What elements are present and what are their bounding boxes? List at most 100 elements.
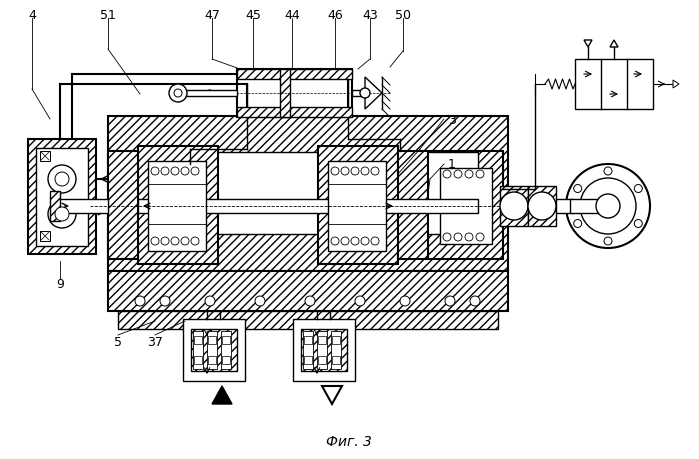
Circle shape [169, 85, 187, 103]
Text: Фиг. 3: Фиг. 3 [326, 434, 372, 448]
Polygon shape [673, 81, 679, 89]
Circle shape [174, 90, 182, 98]
Bar [352, 91, 367, 97]
Circle shape [341, 237, 349, 246]
Bar [58, 200, 108, 213]
Circle shape [465, 171, 473, 179]
Polygon shape [212, 386, 232, 404]
Bar [28, 140, 96, 254]
Bar [440, 168, 492, 245]
Circle shape [360, 89, 370, 99]
Polygon shape [365, 78, 382, 110]
Bar [222, 356, 230, 364]
Bar [36, 149, 88, 246]
Bar [118, 311, 498, 329]
Circle shape [255, 297, 265, 306]
Circle shape [48, 201, 76, 229]
Circle shape [454, 234, 462, 241]
Bar [398, 151, 428, 259]
Bar [237, 70, 352, 80]
Text: 9: 9 [56, 278, 64, 291]
Text: 45: 45 [245, 8, 261, 22]
Text: 1: 1 [448, 158, 456, 171]
Bar [207, 331, 217, 369]
Circle shape [351, 168, 359, 176]
Bar [332, 356, 340, 364]
Circle shape [171, 237, 179, 246]
Circle shape [634, 185, 642, 193]
Circle shape [331, 237, 339, 246]
Text: 37: 37 [147, 335, 163, 348]
Circle shape [580, 179, 636, 235]
Bar [428, 151, 503, 259]
Bar [221, 331, 231, 369]
Text: 44: 44 [284, 8, 300, 22]
Circle shape [55, 207, 69, 222]
Circle shape [443, 171, 451, 179]
Bar [138, 153, 478, 235]
Circle shape [500, 193, 528, 220]
Bar [318, 336, 326, 344]
Bar [293, 319, 355, 381]
Circle shape [355, 297, 365, 306]
Bar [194, 336, 202, 344]
Bar [193, 331, 203, 369]
Circle shape [465, 234, 473, 241]
Circle shape [191, 237, 199, 246]
Circle shape [361, 237, 369, 246]
Text: 51: 51 [100, 8, 116, 22]
Circle shape [476, 234, 484, 241]
Circle shape [634, 220, 642, 228]
Bar [50, 191, 60, 222]
Bar [183, 319, 245, 381]
Bar [148, 162, 206, 252]
Bar [301, 329, 347, 371]
Bar [304, 356, 312, 364]
Bar [318, 147, 398, 264]
Bar [138, 200, 478, 213]
Circle shape [135, 297, 145, 306]
Circle shape [171, 168, 179, 176]
Bar [331, 331, 341, 369]
Circle shape [191, 168, 199, 176]
Bar [303, 331, 313, 369]
Circle shape [160, 297, 170, 306]
Text: 50: 50 [395, 8, 411, 22]
Bar [208, 336, 216, 344]
Circle shape [400, 297, 410, 306]
Bar [237, 70, 352, 118]
Circle shape [161, 168, 169, 176]
Circle shape [574, 220, 582, 228]
Bar [222, 336, 230, 344]
Bar [208, 356, 216, 364]
Circle shape [574, 185, 582, 193]
Text: 46: 46 [327, 8, 343, 22]
Bar [328, 162, 386, 252]
Circle shape [161, 237, 169, 246]
Text: 47: 47 [204, 8, 220, 22]
Circle shape [361, 168, 369, 176]
Bar [280, 70, 290, 118]
Circle shape [341, 168, 349, 176]
Circle shape [596, 195, 620, 218]
Circle shape [604, 237, 612, 246]
Circle shape [470, 297, 480, 306]
Bar [108, 271, 508, 311]
Bar [500, 187, 528, 226]
Circle shape [371, 168, 379, 176]
Bar [503, 200, 573, 213]
Text: 43: 43 [362, 8, 378, 22]
Bar [180, 91, 237, 97]
Circle shape [181, 168, 189, 176]
Circle shape [566, 165, 650, 248]
Circle shape [205, 297, 215, 306]
Text: 5: 5 [114, 335, 122, 348]
Circle shape [181, 237, 189, 246]
Bar [108, 151, 138, 259]
Bar [332, 336, 340, 344]
Circle shape [55, 173, 69, 187]
Circle shape [305, 297, 315, 306]
Bar [40, 231, 50, 241]
Bar [194, 356, 202, 364]
Bar [191, 329, 237, 371]
